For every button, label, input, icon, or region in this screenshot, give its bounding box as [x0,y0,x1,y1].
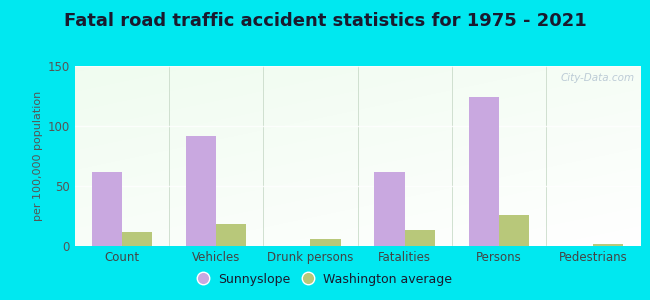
Bar [469,97,499,246]
Bar [122,232,152,246]
Bar [404,230,435,246]
Bar [311,239,341,246]
Legend: Sunnyslope, Washington average: Sunnyslope, Washington average [193,268,457,291]
Bar [374,172,404,246]
Bar [92,172,122,246]
Bar [499,215,529,246]
Bar [186,136,216,246]
Text: City-Data.com: City-Data.com [560,73,634,83]
Text: Fatal road traffic accident statistics for 1975 - 2021: Fatal road traffic accident statistics f… [64,12,586,30]
Y-axis label: per 100,000 population: per 100,000 population [33,91,44,221]
Bar [216,224,246,246]
Bar [593,244,623,246]
